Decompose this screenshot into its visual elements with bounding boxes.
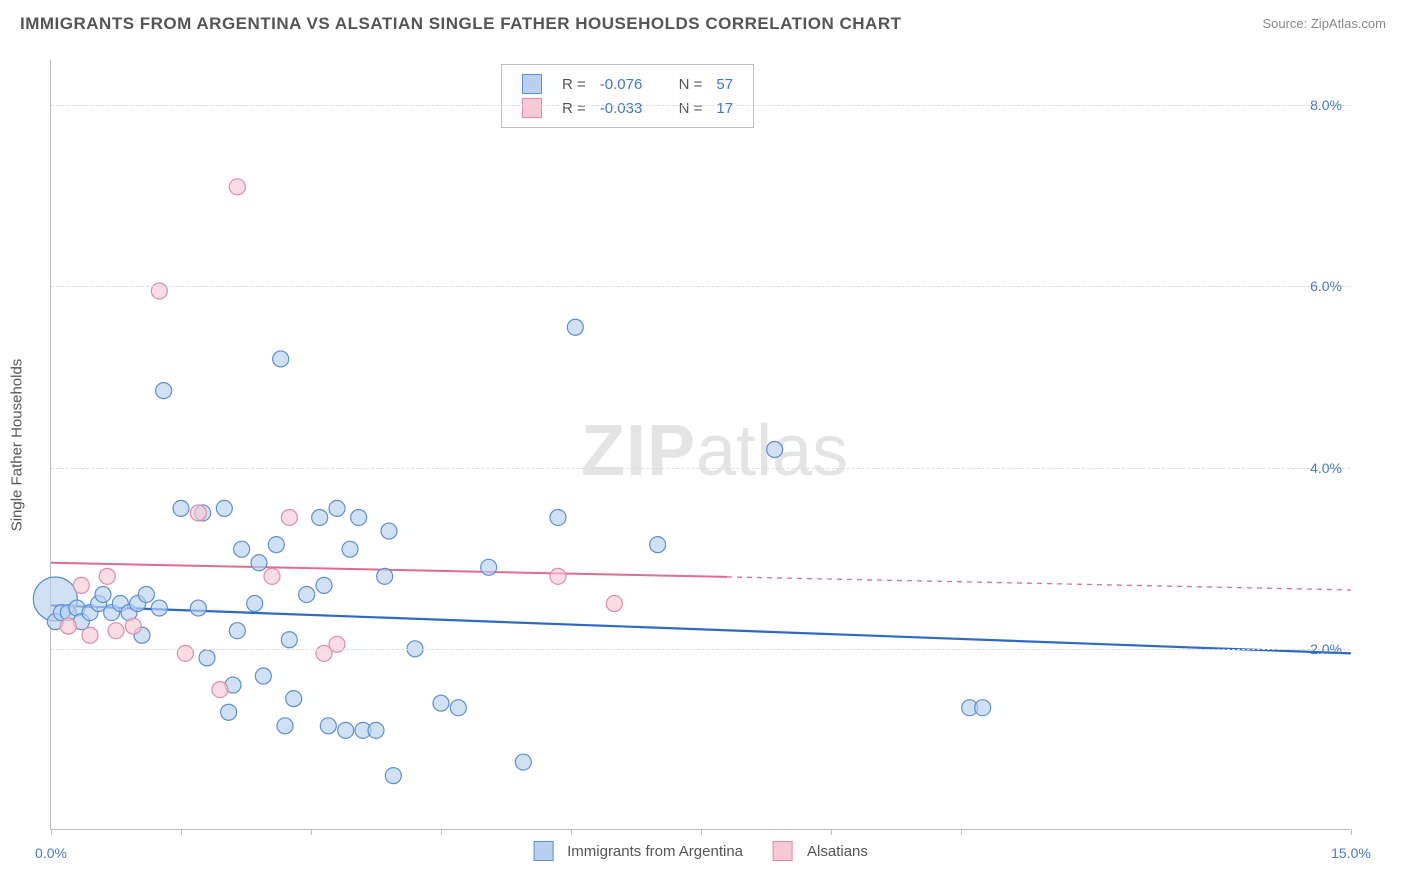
point-argentina [338,722,354,738]
point-argentina [151,600,167,616]
chart-title: IMMIGRANTS FROM ARGENTINA VS ALSATIAN SI… [20,14,901,33]
x-tick-mark [441,829,442,835]
point-argentina [95,586,111,602]
point-argentina [377,568,393,584]
point-argentina [320,718,336,734]
x-tick-mark [961,829,962,835]
point-argentina [450,700,466,716]
legend-label: Immigrants from Argentina [567,843,743,860]
series-legend: Immigrants from Argentina Alsatians [533,841,868,861]
gridline-h [51,468,1350,469]
point-argentina [312,509,328,525]
point-alsatians [99,568,115,584]
point-alsatians [212,682,228,698]
point-argentina [567,319,583,335]
point-argentina [221,704,237,720]
point-argentina [299,586,315,602]
x-tick-mark [571,829,572,835]
point-argentina [329,500,345,516]
x-tick-mark [311,829,312,835]
point-argentina [199,650,215,666]
legend-label: Alsatians [807,843,868,860]
source-attribution: Source: ZipAtlas.com [1262,16,1386,31]
y-tick-label: 4.0% [1310,460,1342,476]
point-argentina [251,555,267,571]
gridline-h [51,649,1350,650]
point-alsatians [550,568,566,584]
point-argentina [281,632,297,648]
point-argentina [481,559,497,575]
point-argentina [381,523,397,539]
point-alsatians [229,179,245,195]
point-argentina [268,537,284,553]
gridline-h [51,105,1350,106]
point-alsatians [190,505,206,521]
point-alsatians [125,618,141,634]
point-alsatians [73,577,89,593]
point-argentina [385,768,401,784]
point-argentina [156,383,172,399]
point-argentina [975,700,991,716]
gridline-h [51,286,1350,287]
point-argentina [515,754,531,770]
y-tick-label: 8.0% [1310,97,1342,113]
point-argentina [173,500,189,516]
point-alsatians [264,568,280,584]
point-alsatians [108,623,124,639]
point-argentina [277,718,293,734]
x-tick-label: 0.0% [35,845,67,861]
x-tick-mark [51,829,52,835]
point-argentina [550,509,566,525]
x-tick-label: 15.0% [1331,845,1371,861]
point-argentina [286,691,302,707]
point-argentina [255,668,271,684]
legend-item-alsatians: Alsatians [773,841,868,861]
y-tick-label: 6.0% [1310,278,1342,294]
point-argentina [368,722,384,738]
x-tick-mark [1351,829,1352,835]
plot-area: Single Father Households ZIPatlas R = -0… [50,60,1350,830]
point-argentina [138,586,154,602]
point-alsatians [329,636,345,652]
point-argentina [316,577,332,593]
point-argentina [247,596,263,612]
y-tick-label: 2.0% [1310,641,1342,657]
point-argentina [216,500,232,516]
swatch-alsatians [773,841,793,861]
point-argentina [767,442,783,458]
x-tick-mark [831,829,832,835]
point-argentina [234,541,250,557]
swatch-argentina [533,841,553,861]
y-axis-label: Single Father Households [9,358,26,531]
point-argentina [351,509,367,525]
point-argentina [650,537,666,553]
point-alsatians [82,627,98,643]
point-argentina [190,600,206,616]
source-prefix: Source: [1262,16,1310,31]
trend-line-ext-alsatians [727,577,1351,590]
trend-line-argentina [51,605,1351,653]
point-alsatians [606,596,622,612]
point-alsatians [151,283,167,299]
point-argentina [433,695,449,711]
x-tick-mark [181,829,182,835]
point-argentina [342,541,358,557]
x-tick-mark [701,829,702,835]
point-alsatians [60,618,76,634]
point-alsatians [177,645,193,661]
point-argentina [273,351,289,367]
plot-container: Single Father Households ZIPatlas R = -0… [50,60,1350,830]
source-name: ZipAtlas.com [1311,16,1386,31]
point-alsatians [281,509,297,525]
legend-item-argentina: Immigrants from Argentina [533,841,743,861]
point-argentina [229,623,245,639]
plot-svg [51,60,1351,830]
